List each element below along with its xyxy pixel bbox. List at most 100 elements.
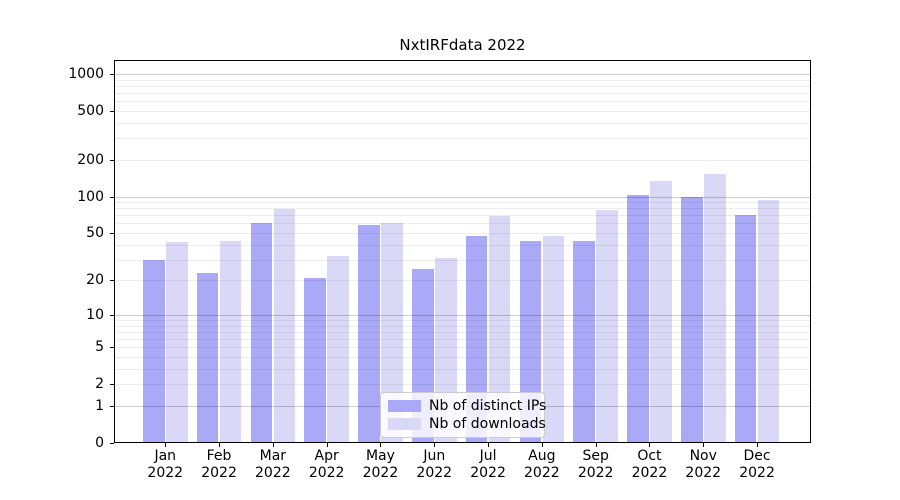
- x-tick-label: Aug 2022: [512, 448, 572, 482]
- bar-downloads-jul: [488, 216, 511, 443]
- gridline-minor: [114, 208, 811, 210]
- gridline-major: [114, 314, 811, 316]
- gridline-minor: [114, 368, 811, 370]
- y-tick-label: 20: [86, 272, 104, 289]
- bar-distinct-ips-dec: [734, 214, 757, 443]
- y-tick-mark: [110, 196, 114, 198]
- plot-area: [114, 60, 811, 443]
- gridline-minor: [114, 244, 811, 246]
- y-tick-mark: [110, 347, 114, 349]
- bar-distinct-ips-jul: [465, 236, 488, 443]
- x-tick-label-month: Jan: [154, 448, 177, 464]
- x-tick-label: Jul 2022: [458, 448, 518, 482]
- x-tick-mark: [488, 443, 490, 447]
- y-tick-label: 200: [77, 151, 104, 168]
- bar-downloads-apr: [327, 256, 349, 443]
- x-tick-label-month: Mar: [259, 448, 287, 464]
- y-tick-label: 1: [95, 397, 104, 414]
- x-tick-label-year: 2022: [577, 465, 614, 481]
- y-tick-label: 500: [77, 102, 104, 119]
- y-tick-mark: [110, 74, 114, 75]
- x-tick-label-year: 2022: [631, 465, 668, 481]
- bar-distinct-ips-may: [358, 225, 380, 443]
- bar-distinct-ips-oct: [627, 195, 649, 443]
- y-tick-label: 1000: [68, 66, 104, 82]
- legend-label-downloads: Nb of downloads: [429, 416, 546, 432]
- y-tick-label: 0: [95, 435, 104, 451]
- gridline-minor: [114, 85, 811, 87]
- legend: Nb of distinct IPs Nb of downloads: [380, 392, 546, 438]
- gridline-minor: [114, 357, 811, 359]
- x-tick-mark: [757, 443, 759, 447]
- legend-label-distinct-ips: Nb of distinct IPs: [429, 398, 547, 414]
- bar-downloads-sep: [596, 210, 618, 443]
- x-tick-label-month: Aug: [528, 448, 556, 464]
- bar-downloads-dec: [757, 199, 780, 443]
- y-tick-mark: [110, 405, 114, 407]
- gridline-minor: [114, 280, 811, 282]
- x-tick-label-month: May: [365, 448, 395, 464]
- gridline-minor: [114, 110, 811, 112]
- x-tick-mark: [703, 443, 705, 447]
- bar-downloads-may: [381, 222, 403, 443]
- y-tick-label: 5: [95, 339, 104, 356]
- gridline-minor: [114, 202, 811, 204]
- legend-swatch-downloads: [388, 418, 421, 430]
- x-tick-label: Dec 2022: [727, 448, 787, 482]
- gridline-minor: [114, 339, 811, 341]
- x-tick-label-month: Apr: [314, 448, 339, 464]
- x-tick-label-month: Oct: [637, 448, 662, 464]
- bar-downloads-aug: [542, 236, 565, 443]
- x-tick-label-month: Jul: [479, 448, 497, 464]
- gridline-minor: [114, 93, 811, 95]
- gridline-minor: [114, 347, 811, 349]
- x-tick-label-month: Dec: [743, 448, 771, 464]
- x-tick-label: May 2022: [350, 448, 410, 482]
- y-tick-mark: [110, 443, 114, 444]
- gridline-minor: [114, 259, 811, 261]
- gridline-minor: [114, 122, 811, 124]
- gridline-minor: [114, 325, 811, 327]
- bar-downloads-feb: [219, 240, 242, 443]
- y-tick-mark: [110, 232, 114, 234]
- x-tick-mark: [649, 443, 651, 447]
- x-tick-label-year: 2022: [255, 465, 291, 481]
- gridline-minor: [114, 223, 811, 225]
- x-tick-label: Mar 2022: [243, 448, 303, 482]
- y-tick-mark: [110, 384, 114, 386]
- x-tick-mark: [380, 443, 382, 447]
- x-tick-mark: [272, 443, 274, 447]
- gridline-minor: [114, 101, 811, 103]
- x-tick-label: Feb 2022: [189, 448, 249, 482]
- x-tick-label-year: 2022: [416, 465, 453, 481]
- x-tick-mark: [434, 443, 436, 447]
- bar-downloads-oct: [650, 180, 672, 443]
- x-tick-label-year: 2022: [470, 465, 506, 481]
- legend-item-downloads: Nb of downloads: [388, 415, 546, 433]
- gridline-minor: [114, 331, 811, 333]
- x-tick-label-month: Feb: [206, 448, 232, 464]
- y-tick-mark: [110, 110, 114, 112]
- legend-item-distinct-ips: Nb of distinct IPs: [388, 397, 546, 415]
- bar-distinct-ips-apr: [304, 277, 326, 443]
- x-tick-label-year: 2022: [685, 465, 722, 481]
- gridline-minor: [114, 215, 811, 217]
- x-tick-label-year: 2022: [739, 465, 775, 481]
- x-tick-label-year: 2022: [362, 465, 399, 481]
- x-tick-label-year: 2022: [524, 465, 560, 481]
- x-tick-label-year: 2022: [147, 465, 184, 481]
- x-tick-label-year: 2022: [308, 465, 345, 481]
- x-tick-label: Sep 2022: [566, 448, 626, 482]
- bar-distinct-ips-nov: [681, 196, 703, 443]
- x-tick-mark: [165, 443, 167, 447]
- gridline-major: [114, 74, 811, 75]
- bar-downloads-jan: [166, 242, 188, 443]
- bar-distinct-ips-jan: [143, 259, 165, 443]
- x-tick-label-month: Jun: [423, 448, 446, 464]
- x-tick-label: Jan 2022: [135, 448, 195, 482]
- chart-title: NxtIRFdata 2022: [399, 36, 526, 54]
- x-tick-mark: [595, 443, 597, 447]
- y-tick-mark: [110, 314, 114, 316]
- bar-distinct-ips-feb: [196, 273, 219, 443]
